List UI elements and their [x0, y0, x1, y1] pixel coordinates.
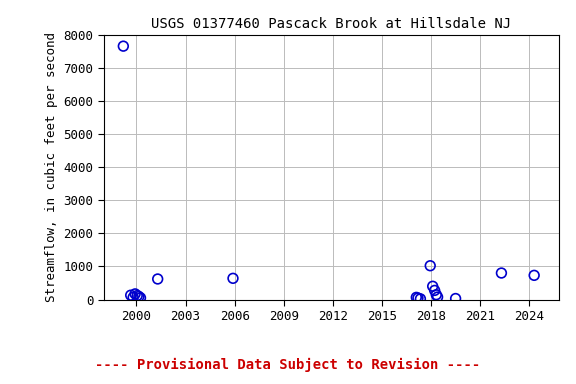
Point [412, 294, 421, 300]
Point [428, 283, 437, 290]
Point [430, 287, 439, 293]
Point [128, 294, 138, 300]
Point [131, 291, 140, 297]
Point [119, 43, 128, 49]
Text: ---- Provisional Data Subject to Revision ----: ---- Provisional Data Subject to Revisio… [96, 358, 480, 372]
Point [414, 295, 423, 301]
Point [433, 294, 442, 300]
Y-axis label: Streamflow, in cubic feet per second: Streamflow, in cubic feet per second [45, 32, 58, 302]
Point [416, 296, 425, 302]
Point [132, 293, 142, 299]
Title: USGS 01377460 Pascack Brook at Hillsdale NJ: USGS 01377460 Pascack Brook at Hillsdale… [151, 17, 511, 31]
Point [134, 293, 143, 300]
Point [228, 275, 237, 281]
Point [529, 272, 539, 278]
Point [451, 295, 460, 301]
Point [426, 263, 435, 269]
Point [497, 270, 506, 276]
Point [153, 276, 162, 282]
Point [431, 291, 441, 298]
Point [136, 295, 145, 301]
Point [126, 292, 135, 298]
